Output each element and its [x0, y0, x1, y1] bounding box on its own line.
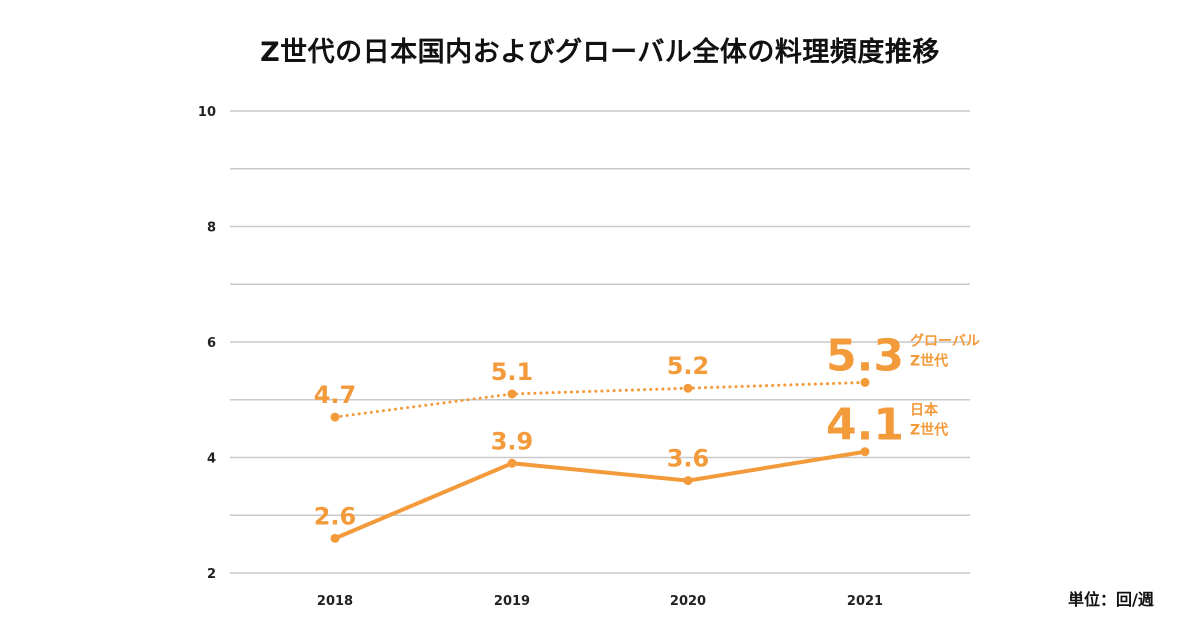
y-tick-label: 8 [207, 221, 216, 236]
data-label: 3.9 [491, 427, 534, 455]
chart-title: Z世代の日本国内およびグローバル全体の料理頻度推移 [260, 37, 940, 68]
y-axis-ticks: 2 4 6 8 10 [198, 105, 216, 582]
series-name-label: グローバル [910, 332, 980, 349]
y-tick-label: 2 [207, 567, 216, 582]
x-tick-label: 2019 [494, 594, 530, 609]
unit-label: 単位：回/週 [1068, 590, 1154, 609]
data-label: 4.7 [314, 381, 357, 409]
data-label: 3.6 [667, 445, 710, 473]
data-label: 2.6 [314, 502, 357, 530]
y-tick-label: 6 [207, 336, 216, 351]
data-label: 5.2 [667, 352, 710, 380]
data-point [330, 412, 340, 422]
x-tick-label: 2018 [317, 594, 353, 609]
series-name-label: Z世代 [910, 422, 948, 439]
y-tick-label: 4 [207, 452, 216, 467]
data-label: 5.1 [491, 358, 534, 386]
series-line-japan [333, 449, 867, 541]
series-name-label: Z世代 [910, 352, 948, 369]
series-name-label: 日本 [910, 402, 939, 419]
data-label-layer: 4.7 5.1 5.2 5.3 グローバル Z世代 2.6 3.9 3.6 4.1 日本 Z世代 [314, 330, 980, 530]
x-axis-ticks: 2018 2019 2020 2021 [317, 594, 883, 609]
data-point [507, 458, 517, 468]
series-layer [330, 377, 870, 543]
x-tick-label: 2021 [847, 594, 883, 609]
data-point [683, 476, 693, 486]
x-tick-label: 2020 [670, 594, 706, 609]
data-label: 5.3 [826, 330, 904, 381]
data-point [683, 383, 693, 393]
grid-layer [230, 110, 970, 574]
data-point [860, 377, 870, 387]
data-point [330, 533, 340, 543]
data-point [860, 447, 870, 457]
data-point [507, 389, 517, 399]
y-tick-label: 10 [198, 105, 216, 120]
data-label: 4.1 [826, 400, 904, 451]
